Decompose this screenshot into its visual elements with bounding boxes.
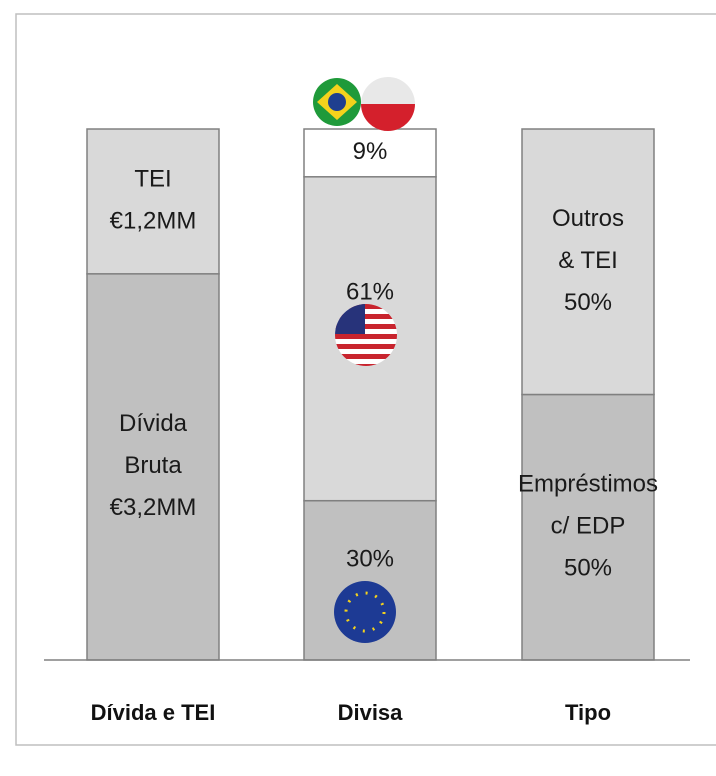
flag-poland [361, 77, 415, 131]
bar-segment [86, 128, 220, 275]
bar-segment [521, 128, 655, 396]
segment-name: c/ EDP [551, 513, 626, 540]
value-label: 61% [346, 279, 394, 306]
segment-label: 9% [353, 138, 388, 165]
segment-label: TEI €1,2MM [110, 166, 197, 235]
bar-segment [86, 273, 220, 661]
value-label: €1,2MM [110, 208, 197, 235]
flag-brazil [313, 78, 361, 126]
segment-label: 61% [346, 279, 394, 306]
segment-name: TEI [134, 166, 171, 193]
value-label: 30% [346, 546, 394, 573]
category-label: Divisa [338, 700, 404, 725]
segment-label: Dívida Bruta €3,2MM [110, 410, 197, 521]
segment-name: Bruta [124, 452, 182, 479]
segment-label: Outros & TEI 50% [552, 205, 624, 316]
category-label: Tipo [565, 700, 611, 725]
segment-name: Empréstimos [518, 471, 658, 498]
segment-name: Outros [552, 205, 624, 232]
bar-segment [303, 128, 437, 178]
flag-eu [334, 581, 396, 643]
value-label: 50% [564, 289, 612, 316]
segment-label: Empréstimos c/ EDP 50% [518, 471, 658, 582]
segment-label: 30% [346, 546, 394, 573]
bars: Dívida Bruta €3,2MM TEI €1,2MM 30% 61% 9% Emprés… [86, 128, 658, 661]
value-label: €3,2MM [110, 494, 197, 521]
segment-name: Dívida [119, 410, 188, 437]
category-label: Dívida e TEI [91, 700, 216, 725]
value-label: 9% [353, 138, 388, 165]
bar-segment [521, 393, 655, 661]
value-label: 50% [564, 555, 612, 582]
segment-name: & TEI [558, 247, 618, 274]
